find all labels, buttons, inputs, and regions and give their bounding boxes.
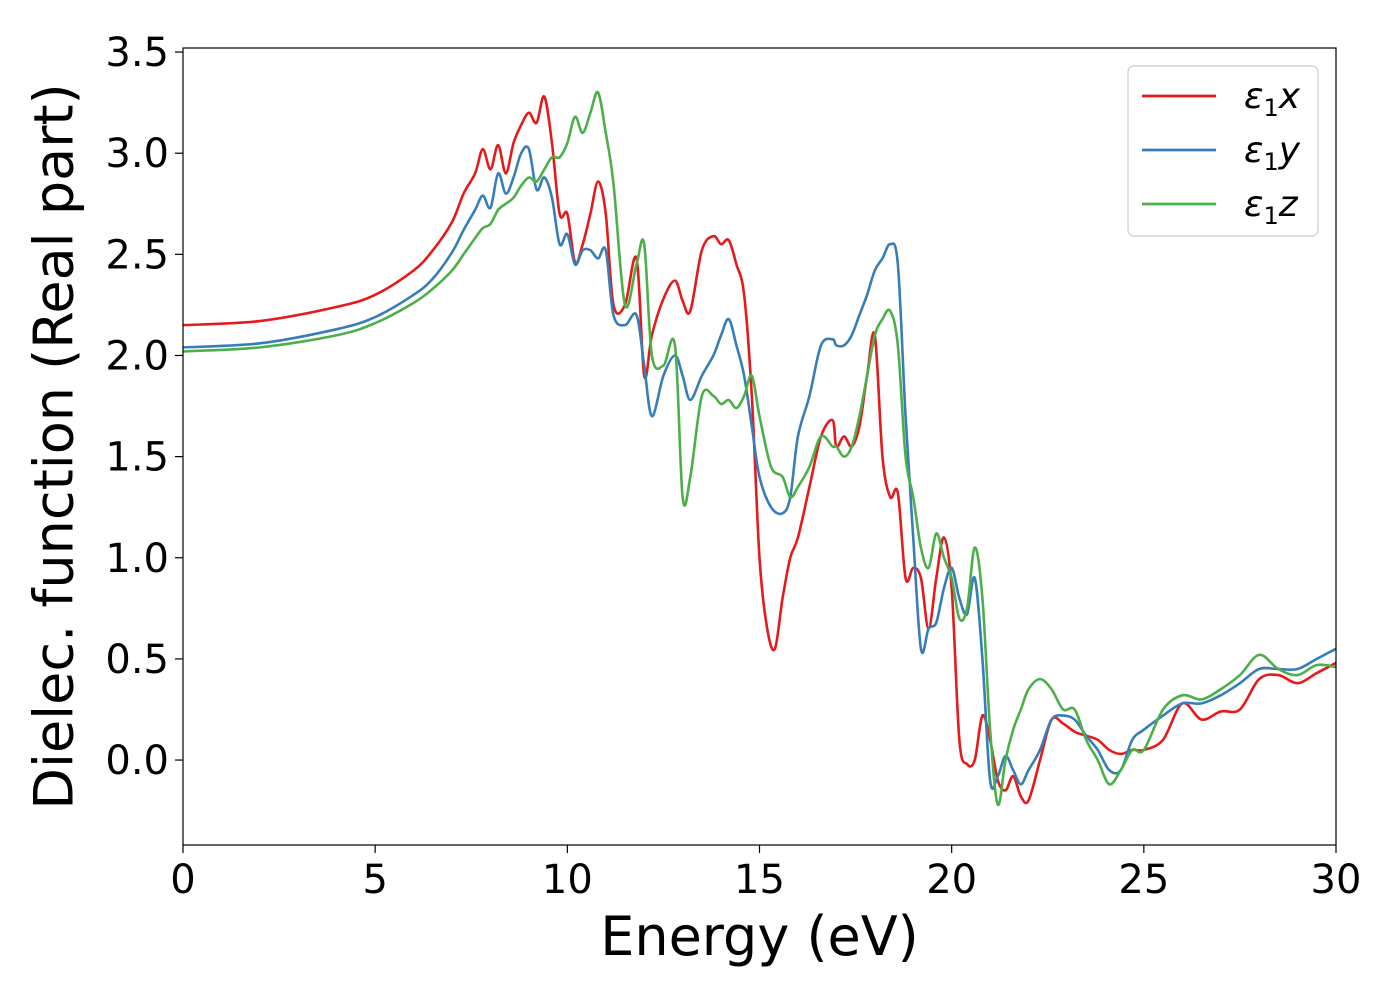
y-tick-label: 2.5 bbox=[105, 232, 169, 278]
y-axis-title: Dielec. function (Real part) bbox=[23, 83, 86, 809]
series-line-y bbox=[183, 145, 1336, 790]
x-tick-label: 20 bbox=[926, 857, 977, 903]
y-tick-label: 0.0 bbox=[105, 738, 169, 784]
x-tick-label: 15 bbox=[734, 857, 785, 903]
y-tick-label: 2.0 bbox=[105, 333, 169, 379]
x-tick-label: 30 bbox=[1311, 857, 1362, 903]
y-tick-label: 1.0 bbox=[105, 536, 169, 582]
series-line-x bbox=[183, 95, 1336, 805]
x-tick-label: 5 bbox=[362, 857, 387, 903]
x-axis-ticks: 0 5 10 15 20 25 30 bbox=[170, 845, 1361, 903]
legend-box bbox=[1127, 65, 1319, 237]
legend: ε1x ε1y ε1z bbox=[1127, 65, 1319, 237]
y-tick-label: 0.5 bbox=[105, 637, 169, 683]
y-tick-label: 3.5 bbox=[105, 30, 169, 76]
legend-label-x: ε1x bbox=[1244, 76, 1301, 122]
legend-label-z: ε1z bbox=[1244, 184, 1299, 230]
y-tick-label: 3.0 bbox=[105, 131, 169, 177]
y-axis-ticks: 0.0 0.5 1.0 1.5 2.0 2.5 3.0 3.5 bbox=[105, 30, 183, 784]
x-axis-title: Energy (eV) bbox=[600, 905, 919, 968]
x-tick-label: 25 bbox=[1118, 857, 1169, 903]
x-tick-label: 10 bbox=[542, 857, 593, 903]
y-tick-label: 1.5 bbox=[105, 435, 169, 481]
x-tick-label: 0 bbox=[170, 857, 195, 903]
legend-label-y: ε1y bbox=[1244, 130, 1301, 176]
series-line-z bbox=[183, 90, 1336, 806]
series-layer bbox=[183, 90, 1336, 806]
